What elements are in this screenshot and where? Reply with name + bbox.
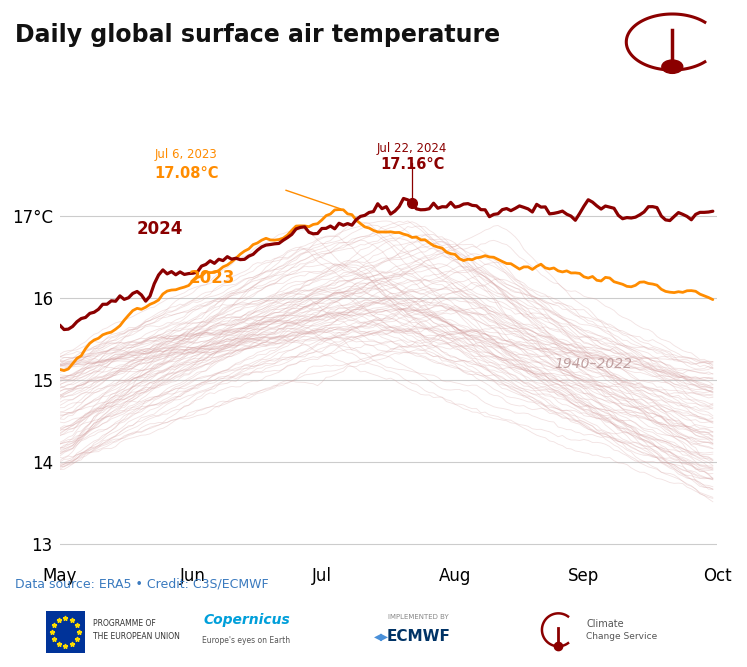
FancyBboxPatch shape	[46, 611, 85, 653]
Text: 2023: 2023	[189, 269, 235, 287]
Text: PROGRAMME OF: PROGRAMME OF	[93, 619, 156, 628]
Text: 17.08°C: 17.08°C	[155, 165, 219, 181]
Text: ECMWF: ECMWF	[386, 630, 450, 644]
Text: Daily global surface air temperature: Daily global surface air temperature	[15, 23, 500, 47]
Circle shape	[662, 60, 683, 73]
Text: THE EUROPEAN UNION: THE EUROPEAN UNION	[93, 632, 180, 642]
Text: Jul 22, 2024: Jul 22, 2024	[377, 142, 447, 155]
Text: Jul 6, 2023: Jul 6, 2023	[155, 149, 217, 161]
Text: Climate: Climate	[586, 619, 624, 628]
Text: IMPLEMENTED BY: IMPLEMENTED BY	[388, 614, 449, 620]
Text: Change Service: Change Service	[586, 632, 657, 642]
Text: ◀▶: ◀▶	[374, 632, 388, 642]
Text: 2024: 2024	[137, 220, 184, 238]
Text: Data source: ERA5 • Credit: C3S/ECMWF: Data source: ERA5 • Credit: C3S/ECMWF	[15, 578, 269, 590]
Text: Europe's eyes on Earth: Europe's eyes on Earth	[202, 636, 291, 645]
Text: Copernicus: Copernicus	[203, 614, 290, 627]
Text: 1940–2022: 1940–2022	[554, 357, 632, 371]
Text: 17.16°C: 17.16°C	[380, 157, 444, 172]
